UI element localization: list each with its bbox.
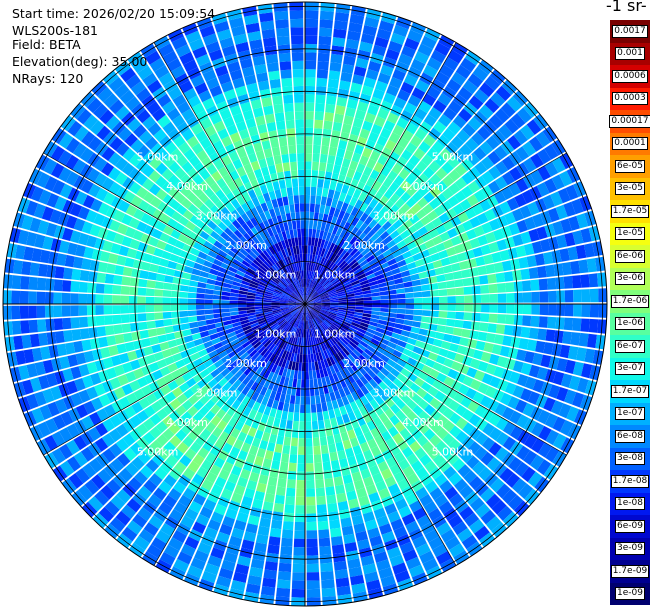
- colorbar-cell: 1e-05: [610, 222, 650, 245]
- colorbar-tick-label: 1.7e-05: [610, 204, 650, 218]
- scan-gates: [3, 2, 607, 606]
- colorbar-tick-label: 3e-07: [615, 362, 645, 376]
- colorbar-cell: 6e-06: [610, 245, 650, 268]
- colorbar-cell: 3e-09: [610, 537, 650, 560]
- colorbar-cell: 1.7e-05: [610, 200, 650, 223]
- colorbar-cell: 3e-08: [610, 447, 650, 470]
- colorbar-tick-label: 3e-09: [615, 542, 645, 556]
- range-label: 2.00km: [343, 239, 385, 252]
- colorbar-tick-label: 6e-09: [615, 519, 645, 533]
- colorbar-tick-label: 1.7e-09: [610, 564, 650, 578]
- azimuth-spoke: [153, 303, 306, 566]
- colorbar-tick-label: 1e-07: [615, 407, 645, 421]
- colorbar-tick-label: 6e-07: [615, 339, 645, 353]
- azimuth-spoke: [43, 152, 306, 305]
- azimuth-spoke: [43, 303, 306, 456]
- colorbar-cell: 1e-08: [610, 492, 650, 515]
- range-label: 1.00km: [314, 328, 356, 341]
- colorbar-cell: 1e-07: [610, 402, 650, 425]
- colorbar-tick-label: 0.0003: [612, 92, 648, 106]
- colorbar-tick-label: 1e-06: [615, 317, 645, 331]
- colorbar-cell: 6e-08: [610, 425, 650, 448]
- colorbar-tick-label: 1.7e-06: [610, 294, 650, 308]
- range-label: 2.00km: [225, 239, 267, 252]
- colorbar-cell: 0.00017: [609, 110, 650, 133]
- azimuth-spoke: [304, 303, 457, 566]
- colorbar-cell: 0.001: [610, 42, 650, 65]
- colorbar-tick-label: 1e-09: [615, 587, 645, 601]
- colorbar-tick-label: 1.7e-08: [610, 474, 650, 488]
- range-label: 3.00km: [196, 210, 238, 223]
- colorbar-cell: 6e-07: [610, 335, 650, 358]
- range-label: 3.00km: [373, 386, 415, 399]
- colorbar-tick-label: 3e-06: [615, 272, 645, 286]
- elevation-label: Elevation(deg): 35.00: [12, 54, 148, 69]
- range-labels: 1.00km 1.00km 1.00km 1.00km 2.00km 2.00km 2.00…: [137, 151, 473, 459]
- colorbar-tick-label: 0.001: [615, 47, 645, 61]
- colorbar-cell: 3e-07: [610, 357, 650, 380]
- range-label: 1.00km: [255, 269, 297, 282]
- colorbar-cell: 1.7e-07: [610, 380, 650, 403]
- colorbar-tick-label: 3e-08: [615, 452, 645, 466]
- nrays-label: NRays: 120: [12, 71, 84, 86]
- colorbar-tick-label: 6e-08: [615, 429, 645, 443]
- colorbar-tick-label: 0.0017: [612, 24, 648, 38]
- range-label: 2.00km: [225, 357, 267, 370]
- colorbar-tick-label: 1e-05: [615, 227, 645, 241]
- range-label: 4.00km: [166, 180, 208, 193]
- field-label: Field: BETA: [12, 37, 81, 52]
- range-label: 1.00km: [314, 269, 356, 282]
- colorbar-cell: 0.0003: [610, 87, 650, 110]
- colorbar-cell: 0.0017: [610, 20, 650, 43]
- range-label: 3.00km: [196, 386, 238, 399]
- colorbar-tick-label: 0.0006: [612, 69, 648, 83]
- colorbar-cell: 6e-05: [610, 155, 650, 178]
- range-label: 1.00km: [255, 328, 297, 341]
- colorbar-tick-label: 1e-08: [615, 497, 645, 511]
- colorbar-tick-label: 0.0001: [612, 137, 648, 151]
- range-label: 2.00km: [343, 357, 385, 370]
- range-rings: [2, 1, 608, 607]
- range-label: 5.00km: [137, 445, 179, 458]
- colorbar-cell: 1e-06: [610, 312, 650, 335]
- colorbar-tick-label: 6e-05: [615, 159, 645, 173]
- range-label: 3.00km: [373, 210, 415, 223]
- azimuth-spoke: [304, 303, 567, 456]
- colorbar-cell: 3e-06: [610, 267, 650, 290]
- colorbar-cell: 0.0001: [610, 132, 650, 155]
- range-label: 4.00km: [402, 416, 444, 429]
- colorbar-tick-label: 1.7e-07: [610, 384, 650, 398]
- range-label: 4.00km: [402, 180, 444, 193]
- azimuth-spoke: [153, 42, 306, 305]
- colorbar-cell: 1.7e-08: [610, 470, 650, 493]
- colorbar-title: -1 sr-: [606, 0, 647, 15]
- colorbar: 0.0017 0.001 0.0006 0.0003 0.00017 0.0001 6e-0…: [609, 20, 650, 610]
- range-label: 5.00km: [432, 151, 474, 164]
- colorbar-cell: 1.7e-06: [610, 290, 650, 313]
- colorbar-tick-label: 3e-05: [615, 182, 645, 196]
- colorbar-cell: 3e-05: [610, 177, 650, 200]
- colorbar-cell: 6e-09: [610, 515, 650, 538]
- range-label: 4.00km: [166, 416, 208, 429]
- instrument-label: WLS200s-181: [12, 23, 98, 38]
- colorbar-cell: 1.7e-09: [610, 560, 650, 583]
- azimuth-spoke: [304, 152, 567, 305]
- colorbar-tick-label: 0.00017: [609, 114, 650, 128]
- colorbar-cell: 0.0006: [610, 65, 650, 88]
- colorbar-tick-label: 6e-06: [615, 249, 645, 263]
- range-label: 5.00km: [137, 151, 179, 164]
- range-label: 5.00km: [432, 445, 474, 458]
- colorbar-cell: 1e-09: [610, 582, 650, 605]
- azimuth-spoke: [304, 42, 457, 305]
- start-time-label: Start time: 2026/02/20 15:09:54: [12, 6, 216, 21]
